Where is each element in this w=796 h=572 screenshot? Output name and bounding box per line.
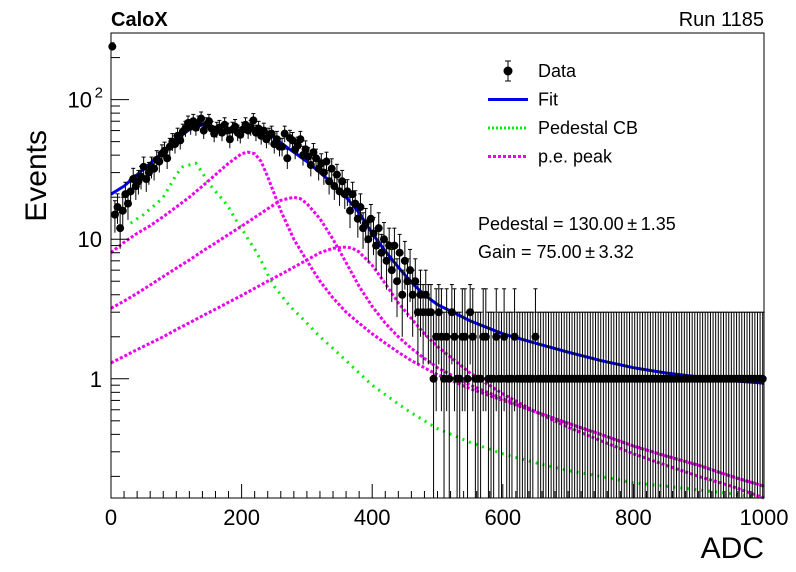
data-point [393, 258, 402, 318]
curve-pedestal-cb [129, 161, 765, 500]
pedestal-annotation: Pedestal = 130.00 ± 1.35 [478, 214, 676, 234]
x-tick-label: 600 [484, 505, 521, 530]
data-point [327, 158, 336, 181]
fit-annotations: Pedestal = 130.00 ± 1.35 Gain = 75.00 ± … [478, 214, 676, 262]
data-point [163, 148, 172, 169]
data-point [259, 122, 268, 139]
y-tick-label: 1 [90, 367, 102, 392]
legend-entry-fit: Fit [488, 90, 558, 110]
data-point [492, 288, 501, 412]
data-point [197, 111, 206, 127]
data-point [398, 269, 407, 337]
legend-entry-pedestal-cb: Pedestal CB [488, 118, 638, 138]
y-tick-label: 10 [78, 227, 102, 252]
data-point [312, 148, 321, 169]
gain-annotation: Gain = 75.00 ± 3.32 [478, 242, 634, 262]
x-tick-label: 1000 [740, 505, 789, 530]
data-point [283, 148, 292, 169]
data-point [531, 288, 540, 412]
data-point [447, 284, 456, 365]
data-point [442, 288, 451, 412]
data-point [382, 240, 391, 290]
data-point [345, 196, 354, 229]
legend-label: Fit [538, 90, 558, 110]
data-point [359, 212, 368, 249]
data-point [364, 222, 373, 263]
data-point [325, 169, 334, 195]
legend: Data Fit Pedestal CB p.e. peak [488, 60, 638, 167]
y-axis-label: Events [20, 130, 53, 222]
header-left-label: CaloX [111, 9, 168, 31]
data-point [455, 311, 464, 498]
data-point [374, 212, 383, 249]
x-tick-label: 400 [354, 505, 391, 530]
x-tick-label: 800 [615, 505, 652, 530]
data-point [421, 269, 430, 337]
y-tick-exponent: 2 [95, 85, 103, 102]
legend-label: Data [538, 61, 577, 81]
x-tick-label: 0 [105, 505, 117, 530]
data-point [332, 163, 341, 188]
data-point [231, 119, 240, 135]
curve-p-e-peak-1 [110, 150, 765, 488]
data-points-layer [108, 42, 767, 498]
legend-entry-data: Data [503, 60, 577, 82]
data-point [139, 156, 148, 179]
data-point [249, 113, 258, 129]
data-point [460, 288, 469, 412]
data-point [356, 193, 365, 224]
data-point [476, 311, 485, 498]
x-tick-label: 200 [223, 505, 260, 530]
data-point [280, 125, 289, 143]
data-point [426, 284, 435, 365]
data-point [296, 130, 305, 149]
data-point [411, 258, 420, 318]
data-point [369, 216, 378, 256]
legend-label: p.e. peak [538, 147, 613, 167]
data-point [322, 151, 331, 173]
x-axis-label: ADC [701, 532, 764, 565]
header-right-label: Run 1185 [679, 9, 764, 31]
data-point [468, 288, 477, 412]
data-point [510, 288, 519, 412]
curve-p-e-peak-2 [110, 195, 765, 488]
data-point [395, 233, 404, 280]
data-point [108, 42, 117, 51]
y-tick-label: 10 [68, 88, 92, 113]
data-point [390, 227, 399, 271]
data-point [450, 288, 459, 412]
data-point [278, 137, 287, 157]
data-point [176, 131, 185, 150]
legend-entry-p-e-peak: p.e. peak [488, 147, 613, 167]
data-point [500, 288, 509, 412]
data-point [481, 288, 490, 412]
data-point [434, 284, 443, 365]
legend-label: Pedestal CB [538, 118, 638, 138]
data-point [387, 248, 396, 302]
data-point [338, 169, 347, 195]
data-point [466, 284, 475, 365]
